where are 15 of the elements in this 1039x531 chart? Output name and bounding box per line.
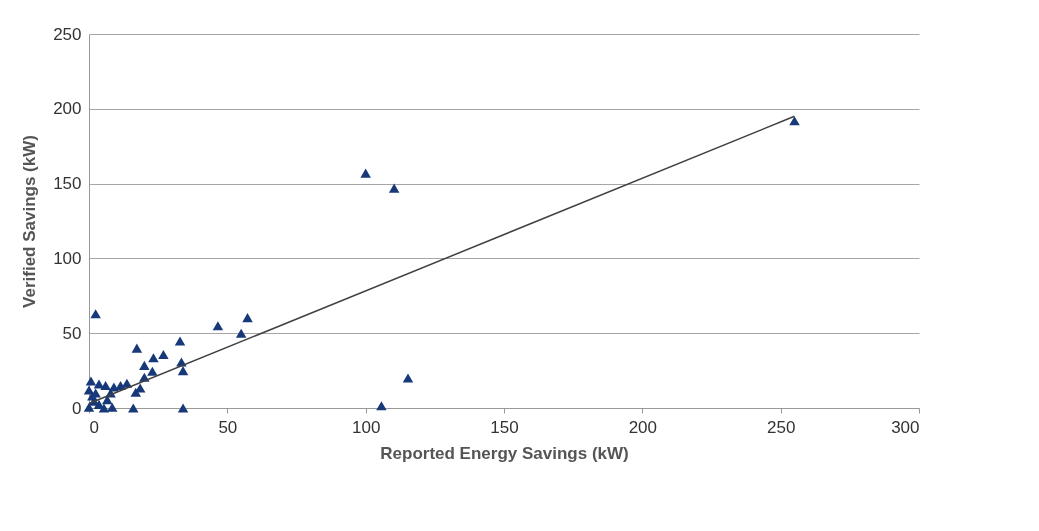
y-tick-label: 50 bbox=[62, 323, 82, 343]
y-tick-label: 200 bbox=[53, 99, 82, 119]
y-axis-title: Verified Savings (kW) bbox=[20, 135, 40, 308]
x-tick-label: 200 bbox=[628, 417, 658, 437]
y-tick-label: 100 bbox=[53, 248, 82, 268]
y-tick-label: 250 bbox=[53, 24, 82, 44]
x-tick-label: 100 bbox=[351, 417, 381, 437]
x-tick-label: 50 bbox=[218, 417, 238, 437]
y-tick-label: 150 bbox=[53, 174, 82, 194]
x-axis-title: Reported Energy Savings (kW) bbox=[380, 443, 629, 463]
x-tick-label: 250 bbox=[766, 417, 796, 437]
x-tick-label: 300 bbox=[891, 417, 920, 437]
y-tick-label: 0 bbox=[72, 398, 82, 418]
x-tick-label: 150 bbox=[490, 417, 519, 437]
x-tick-label: 0 bbox=[89, 417, 99, 437]
